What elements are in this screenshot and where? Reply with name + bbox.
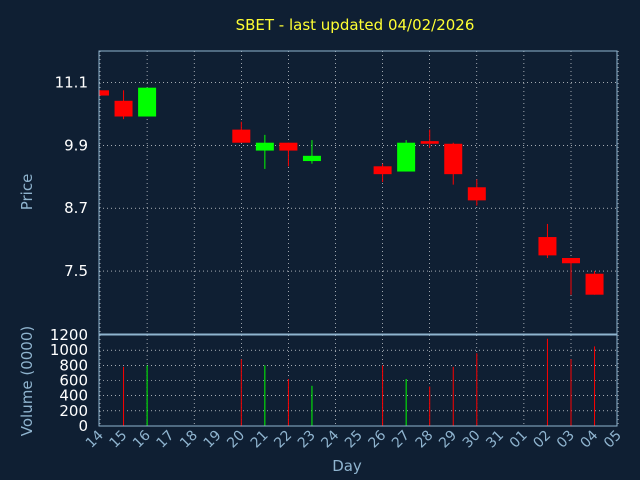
candle-body xyxy=(138,87,157,117)
volume-tick-label: 400 xyxy=(59,387,88,405)
day-tick-label: 25 xyxy=(342,428,366,452)
candle-body xyxy=(232,129,251,143)
day-tick-labels: 14 15 16 17 18 19 20 21 22 23 24 25 26 27 28 29 30 31 01 02… xyxy=(83,427,625,451)
candle-body xyxy=(538,237,557,256)
chart-title: SBET - last updated 04/02/2026 xyxy=(236,16,475,34)
candle-body xyxy=(444,143,463,175)
day-tick-label: 19 xyxy=(201,428,225,452)
day-tick-label: 02 xyxy=(530,428,554,452)
candle-27 xyxy=(397,140,416,172)
candle-04 xyxy=(585,271,604,295)
day-axis-label: Day xyxy=(332,457,362,475)
day-tick-label: 29 xyxy=(436,428,460,452)
day-tick-label: 18 xyxy=(177,428,201,452)
price-tick-label: 7.5 xyxy=(64,262,88,280)
candle-body xyxy=(585,273,604,295)
price-tick-label: 11.1 xyxy=(55,73,88,91)
candle-body xyxy=(562,258,580,264)
day-tick-label: 01 xyxy=(507,428,531,452)
candle-body xyxy=(255,142,274,151)
candle-26 xyxy=(373,163,392,183)
candlestick-series xyxy=(99,87,604,295)
day-tick-label: 28 xyxy=(413,428,437,452)
candle-body xyxy=(397,142,416,172)
candle-body xyxy=(373,166,392,175)
price-axis-label: Price xyxy=(18,174,36,211)
day-tick-label: 27 xyxy=(389,428,413,452)
day-tick-label: 22 xyxy=(271,428,295,452)
candle-body xyxy=(467,187,486,201)
candle-20 xyxy=(232,121,251,143)
candle-28 xyxy=(420,129,439,148)
candle-22 xyxy=(279,142,298,167)
candle-15 xyxy=(114,90,133,120)
day-tick-label: 23 xyxy=(295,428,319,452)
candle-14 xyxy=(99,90,109,96)
volume-tick-label: 1200 xyxy=(50,326,88,344)
day-tick-label: 05 xyxy=(601,428,625,452)
volume-tick-label: 600 xyxy=(59,372,88,390)
day-tick-label: 16 xyxy=(130,427,154,451)
price-tick-labels: 11.1 9.9 8.7 7.5 xyxy=(55,73,88,280)
volume-tick-label: 0 xyxy=(78,417,88,435)
candle-29 xyxy=(444,142,463,185)
candle-body xyxy=(420,141,439,144)
price-tick-label: 8.7 xyxy=(64,199,88,217)
candle-body xyxy=(279,142,298,151)
volume-tick-label: 200 xyxy=(59,402,88,420)
price-grid xyxy=(99,51,619,334)
candle-23 xyxy=(302,140,321,164)
candle-21 xyxy=(255,134,274,169)
day-tick-label: 04 xyxy=(577,427,601,451)
volume-plot-frame xyxy=(98,334,618,427)
price-plot-frame xyxy=(98,50,618,335)
day-tick-label: 17 xyxy=(154,428,178,452)
candle-03 xyxy=(562,258,580,295)
day-tick-label: 30 xyxy=(460,428,484,452)
volume-grid xyxy=(99,335,619,426)
candle-30 xyxy=(467,179,486,206)
candle-body xyxy=(302,155,321,162)
day-tick-label: 03 xyxy=(554,428,578,452)
volume-tick-label: 800 xyxy=(59,356,88,374)
candle-16 xyxy=(138,87,157,117)
candle-body xyxy=(114,100,133,117)
price-tick-label: 9.9 xyxy=(64,136,88,154)
day-tick-label: 31 xyxy=(483,428,507,452)
volume-series xyxy=(123,338,596,426)
volume-axis-label: Volume (0000) xyxy=(18,326,36,436)
day-tick-label: 24 xyxy=(318,427,342,451)
candle-02 xyxy=(538,223,557,259)
day-tick-label: 21 xyxy=(248,428,272,452)
candle-body xyxy=(99,90,109,96)
volume-tick-label: 1000 xyxy=(50,341,88,359)
day-tick-label: 26 xyxy=(366,427,390,451)
day-tick-label: 15 xyxy=(106,428,130,452)
day-tick-label: 20 xyxy=(224,428,248,452)
